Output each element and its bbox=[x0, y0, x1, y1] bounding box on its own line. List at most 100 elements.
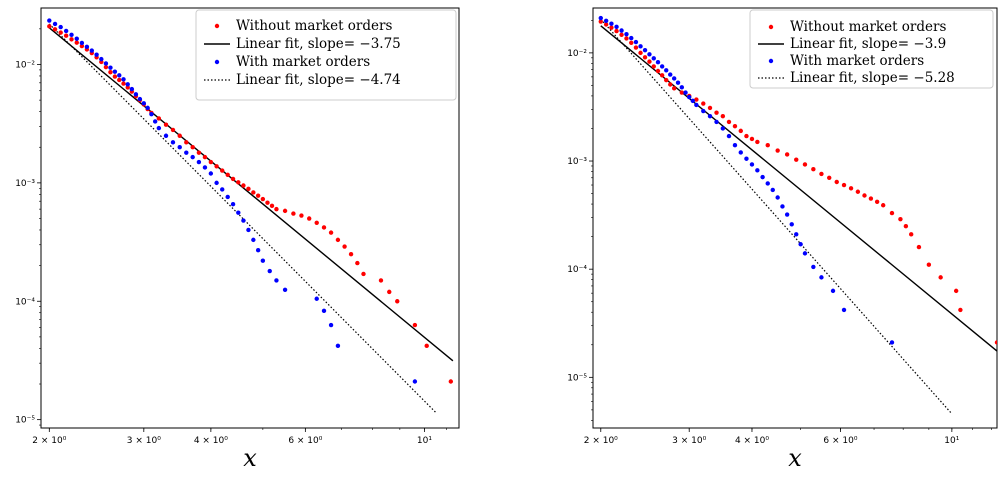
data-point bbox=[614, 28, 619, 34]
data-point bbox=[299, 213, 304, 218]
data-point bbox=[133, 92, 139, 97]
data-point bbox=[889, 210, 895, 216]
data-point bbox=[633, 39, 639, 45]
legend-label: Without market orders bbox=[236, 18, 392, 34]
legend-marker bbox=[768, 24, 774, 30]
data-point bbox=[378, 278, 384, 283]
data-point bbox=[903, 223, 909, 229]
data-point bbox=[395, 299, 400, 304]
data-point bbox=[819, 171, 824, 177]
data-point bbox=[694, 97, 699, 102]
data-point bbox=[307, 216, 312, 221]
data-point bbox=[448, 379, 454, 384]
data-point bbox=[642, 55, 648, 60]
x-tick-label: 3 × 10⁰ bbox=[672, 436, 706, 446]
data-point bbox=[668, 72, 673, 77]
x-tick-label: 6 × 10⁰ bbox=[823, 436, 857, 446]
data-point bbox=[260, 258, 266, 263]
data-point bbox=[103, 64, 109, 70]
data-point bbox=[137, 96, 143, 102]
y-tick-label: 10⁻² bbox=[15, 60, 35, 70]
y-tick-label: 10⁻⁵ bbox=[15, 416, 35, 426]
data-point bbox=[170, 140, 176, 145]
data-point bbox=[47, 24, 52, 29]
data-point bbox=[675, 80, 681, 85]
data-point bbox=[659, 73, 665, 78]
data-point bbox=[760, 174, 765, 180]
data-point bbox=[855, 189, 861, 194]
data-point bbox=[926, 262, 932, 267]
data-point bbox=[848, 186, 854, 191]
data-point bbox=[994, 340, 997, 345]
legend-label: Linear fit, slope= −3.9 bbox=[790, 36, 946, 52]
data-point bbox=[755, 139, 760, 145]
data-point bbox=[603, 22, 609, 27]
data-point bbox=[798, 242, 803, 247]
data-point bbox=[811, 264, 816, 270]
data-point bbox=[89, 48, 94, 53]
data-point bbox=[687, 94, 692, 100]
data-point bbox=[79, 43, 85, 49]
data-point bbox=[898, 216, 903, 222]
data-point bbox=[638, 50, 643, 56]
data-point bbox=[103, 61, 109, 66]
data-point bbox=[328, 322, 334, 328]
data-point bbox=[184, 150, 189, 155]
data-point bbox=[794, 157, 799, 162]
data-point bbox=[701, 101, 706, 106]
x-tick-label: 10¹ bbox=[417, 436, 432, 446]
data-point bbox=[321, 225, 327, 230]
data-point bbox=[121, 81, 126, 86]
data-point bbox=[880, 203, 886, 208]
data-point bbox=[664, 77, 669, 83]
x-axis-label: x bbox=[788, 444, 802, 472]
data-point bbox=[908, 232, 914, 237]
data-point bbox=[52, 27, 58, 32]
data-point bbox=[647, 52, 652, 57]
data-point bbox=[79, 40, 85, 46]
legend-label: Linear fit, slope= −5.28 bbox=[790, 70, 955, 86]
data-point bbox=[609, 25, 614, 30]
data-point bbox=[789, 222, 794, 227]
data-point bbox=[784, 152, 790, 157]
data-point bbox=[129, 86, 135, 92]
data-point bbox=[412, 322, 418, 328]
data-point bbox=[251, 237, 256, 243]
data-point bbox=[720, 113, 726, 119]
data-point bbox=[679, 85, 685, 90]
data-point bbox=[246, 227, 251, 233]
data-point bbox=[387, 289, 392, 295]
data-point bbox=[784, 212, 790, 217]
data-point bbox=[265, 200, 270, 205]
data-point bbox=[314, 220, 319, 225]
data-point bbox=[52, 21, 58, 27]
data-point bbox=[868, 196, 874, 201]
data-point bbox=[638, 44, 643, 49]
legend-label: With market orders bbox=[236, 54, 370, 70]
data-point bbox=[236, 180, 241, 185]
data-point bbox=[707, 113, 713, 119]
data-point bbox=[145, 105, 150, 111]
x-axis-label: x bbox=[243, 444, 257, 472]
data-point bbox=[834, 179, 839, 185]
data-point bbox=[655, 60, 661, 65]
data-point bbox=[282, 287, 288, 292]
data-point bbox=[177, 145, 182, 150]
legend-label: Linear fit, slope= −4.74 bbox=[236, 72, 401, 88]
legend-label: Linear fit, slope= −3.75 bbox=[236, 36, 401, 52]
plot-area bbox=[598, 15, 997, 415]
data-point bbox=[683, 90, 688, 95]
data-point bbox=[274, 278, 279, 283]
data-point bbox=[108, 70, 113, 75]
data-point bbox=[112, 74, 118, 79]
data-point bbox=[862, 193, 867, 198]
data-point bbox=[755, 168, 760, 173]
x-tick-label: 3 × 10⁰ bbox=[127, 436, 161, 446]
data-point bbox=[749, 162, 755, 167]
data-point bbox=[714, 119, 719, 125]
data-point bbox=[647, 59, 652, 64]
data-point bbox=[651, 64, 656, 69]
data-point bbox=[274, 206, 279, 212]
fit-line bbox=[48, 23, 437, 413]
